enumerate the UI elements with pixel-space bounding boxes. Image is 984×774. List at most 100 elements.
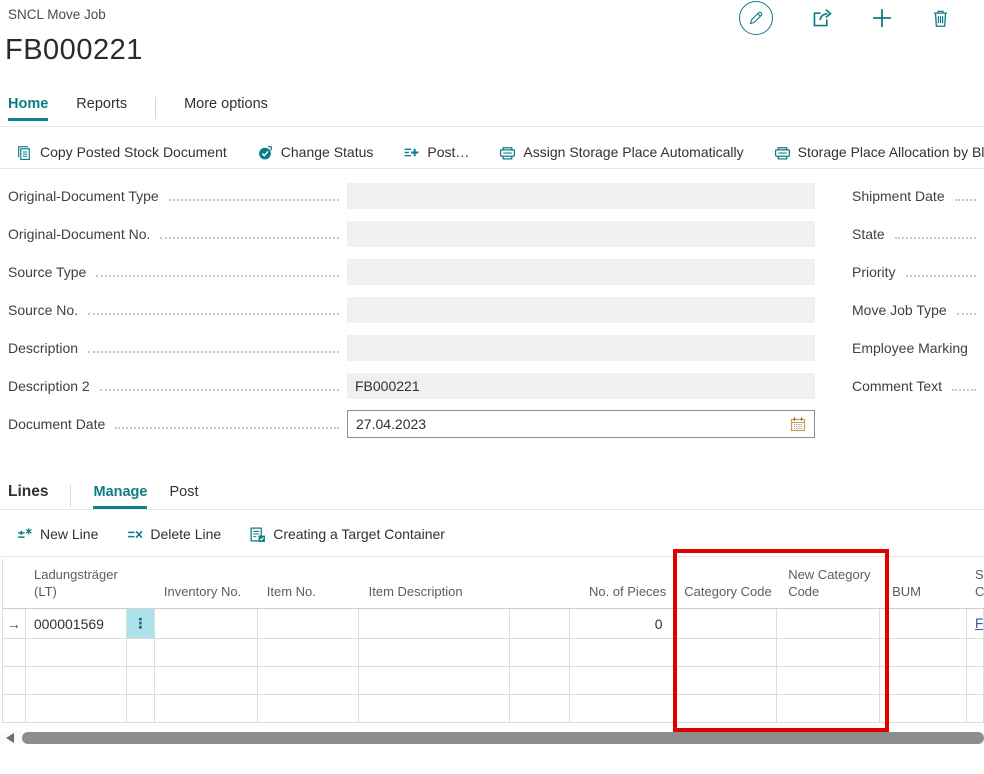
col-header-category-code[interactable]: Category Code xyxy=(676,559,781,609)
original-document-no-input xyxy=(347,221,815,247)
add-button[interactable] xyxy=(871,7,893,29)
trash-icon xyxy=(931,9,950,28)
share-icon xyxy=(811,7,833,29)
field-original-document-no: Original-Document No. xyxy=(8,215,815,253)
col-header-inventory-no[interactable]: Inventory No. xyxy=(155,559,259,609)
tab-home[interactable]: Home xyxy=(8,96,49,121)
post-button[interactable]: Post… xyxy=(403,144,469,161)
storage-place-allocation-button[interactable]: Storage Place Allocation by Block… xyxy=(774,144,984,161)
lines-tab-post[interactable]: Post xyxy=(169,484,199,500)
cell-bum[interactable] xyxy=(880,609,968,639)
cell-category-code[interactable] xyxy=(673,609,777,639)
field-comment-text: Comment Text xyxy=(852,367,984,405)
source-type-input xyxy=(347,259,815,285)
dotted-leader xyxy=(168,199,339,201)
grid-link[interactable]: F xyxy=(975,616,984,631)
edit-button[interactable] xyxy=(739,1,773,35)
dotted-leader xyxy=(88,351,339,353)
delete-button[interactable] xyxy=(931,9,950,28)
field-original-document-type: Original-Document Type xyxy=(8,177,815,215)
field-shipment-date: Shipment Date xyxy=(852,177,984,215)
tab-separator xyxy=(155,97,157,119)
field-source-no: Source No. xyxy=(8,291,815,329)
field-description-2: Description 2 FB000221 xyxy=(8,367,815,405)
col-header-new-category-code[interactable]: New Category Code xyxy=(780,559,885,609)
source-no-input xyxy=(347,297,815,323)
dotted-leader xyxy=(160,237,339,239)
cell-item-description[interactable] xyxy=(359,609,511,639)
col-header-item-description[interactable]: Item Description xyxy=(360,559,513,609)
horizontal-scrollbar[interactable] xyxy=(0,731,984,745)
action-tabs: Home Reports More options xyxy=(8,96,268,126)
lines-table: Ladungsträger (LT) Inventory No. Item No… xyxy=(2,559,984,723)
creating-target-container-button[interactable]: Creating a Target Container xyxy=(249,526,445,543)
col-header-truncated[interactable]: S C xyxy=(970,559,984,609)
lines-header: Lines Manage Post xyxy=(8,481,199,509)
tab-more-options[interactable]: More options xyxy=(184,96,268,112)
field-source-type: Source Type xyxy=(8,253,815,291)
cell-new-category-code[interactable] xyxy=(776,609,881,639)
dotted-leader xyxy=(115,427,339,429)
field-move-job-type: Move Job Type xyxy=(852,291,984,329)
page-title: FB000221 xyxy=(5,34,143,66)
cell-inventory-no[interactable] xyxy=(155,609,258,639)
description-input xyxy=(347,335,815,361)
table-row-empty xyxy=(3,695,984,723)
divider xyxy=(0,509,984,510)
dotted-leader xyxy=(96,275,339,277)
original-document-type-input xyxy=(347,183,815,209)
calendar-icon[interactable] xyxy=(790,416,806,432)
new-line-button[interactable]: New Line xyxy=(16,526,98,543)
target-container-icon xyxy=(249,526,266,543)
lines-actions: New Line Delete Line Creating a Target C… xyxy=(16,520,445,548)
col-header-row-menu xyxy=(127,559,156,609)
assign-storage-place-button[interactable]: Assign Storage Place Automatically xyxy=(499,144,744,161)
document-date-input[interactable]: 27.04.2023 xyxy=(347,410,815,438)
divider xyxy=(0,126,984,127)
delete-line-button[interactable]: Delete Line xyxy=(126,526,221,543)
field-employee-marking: Employee Marking xyxy=(852,340,968,356)
share-button[interactable] xyxy=(811,7,833,29)
col-header-item-no[interactable]: Item No. xyxy=(258,559,361,609)
lines-section-title: Lines xyxy=(8,483,49,500)
field-document-date: Document Date 27.04.2023 xyxy=(8,405,815,443)
dotted-leader xyxy=(905,275,976,277)
status-check-icon xyxy=(257,144,274,161)
plus-icon xyxy=(871,7,893,29)
change-status-button[interactable]: Change Status xyxy=(257,144,373,161)
col-header-bum[interactable]: BUM xyxy=(884,559,971,609)
cell-blank[interactable] xyxy=(510,609,571,639)
scroll-left-arrow[interactable] xyxy=(6,733,14,743)
col-header-blank xyxy=(512,559,573,609)
table-header-row: Ladungsträger (LT) Inventory No. Item No… xyxy=(3,559,984,609)
dotted-leader xyxy=(88,313,339,315)
row-menu-button[interactable]: ⋮ xyxy=(127,609,156,639)
cell-item-no[interactable] xyxy=(257,609,360,639)
divider xyxy=(0,168,984,169)
field-description: Description xyxy=(8,329,815,367)
divider xyxy=(0,556,984,557)
cell-no-of-pieces[interactable]: 0 xyxy=(570,609,674,639)
page-caption: SNCL Move Job xyxy=(8,7,106,22)
lines-tab-manage[interactable]: Manage xyxy=(93,481,148,509)
ribbon: Copy Posted Stock Document Change Status… xyxy=(16,139,984,165)
copy-document-icon xyxy=(16,144,33,161)
tab-reports[interactable]: Reports xyxy=(76,96,128,112)
storage-place-icon xyxy=(499,144,516,161)
col-header-ladungstraeger[interactable]: Ladungsträger (LT) xyxy=(25,559,128,609)
scrollbar-thumb[interactable] xyxy=(22,732,984,744)
general-fields: Original-Document Type Original-Document… xyxy=(8,177,815,443)
table-row-empty xyxy=(3,639,984,667)
new-line-icon xyxy=(16,526,33,543)
copy-posted-stock-document-button[interactable]: Copy Posted Stock Document xyxy=(16,144,227,161)
dotted-leader xyxy=(99,389,339,391)
col-header-marker xyxy=(3,559,26,609)
lines-separator xyxy=(70,485,72,507)
delete-line-icon xyxy=(126,526,143,543)
cell-ladungstraeger[interactable]: 000001569 xyxy=(25,609,128,639)
cell-truncated-link[interactable]: F xyxy=(967,609,984,639)
col-header-no-of-pieces[interactable]: No. of Pieces xyxy=(572,559,677,609)
dotted-leader xyxy=(956,313,976,315)
table-row-empty xyxy=(3,667,984,695)
